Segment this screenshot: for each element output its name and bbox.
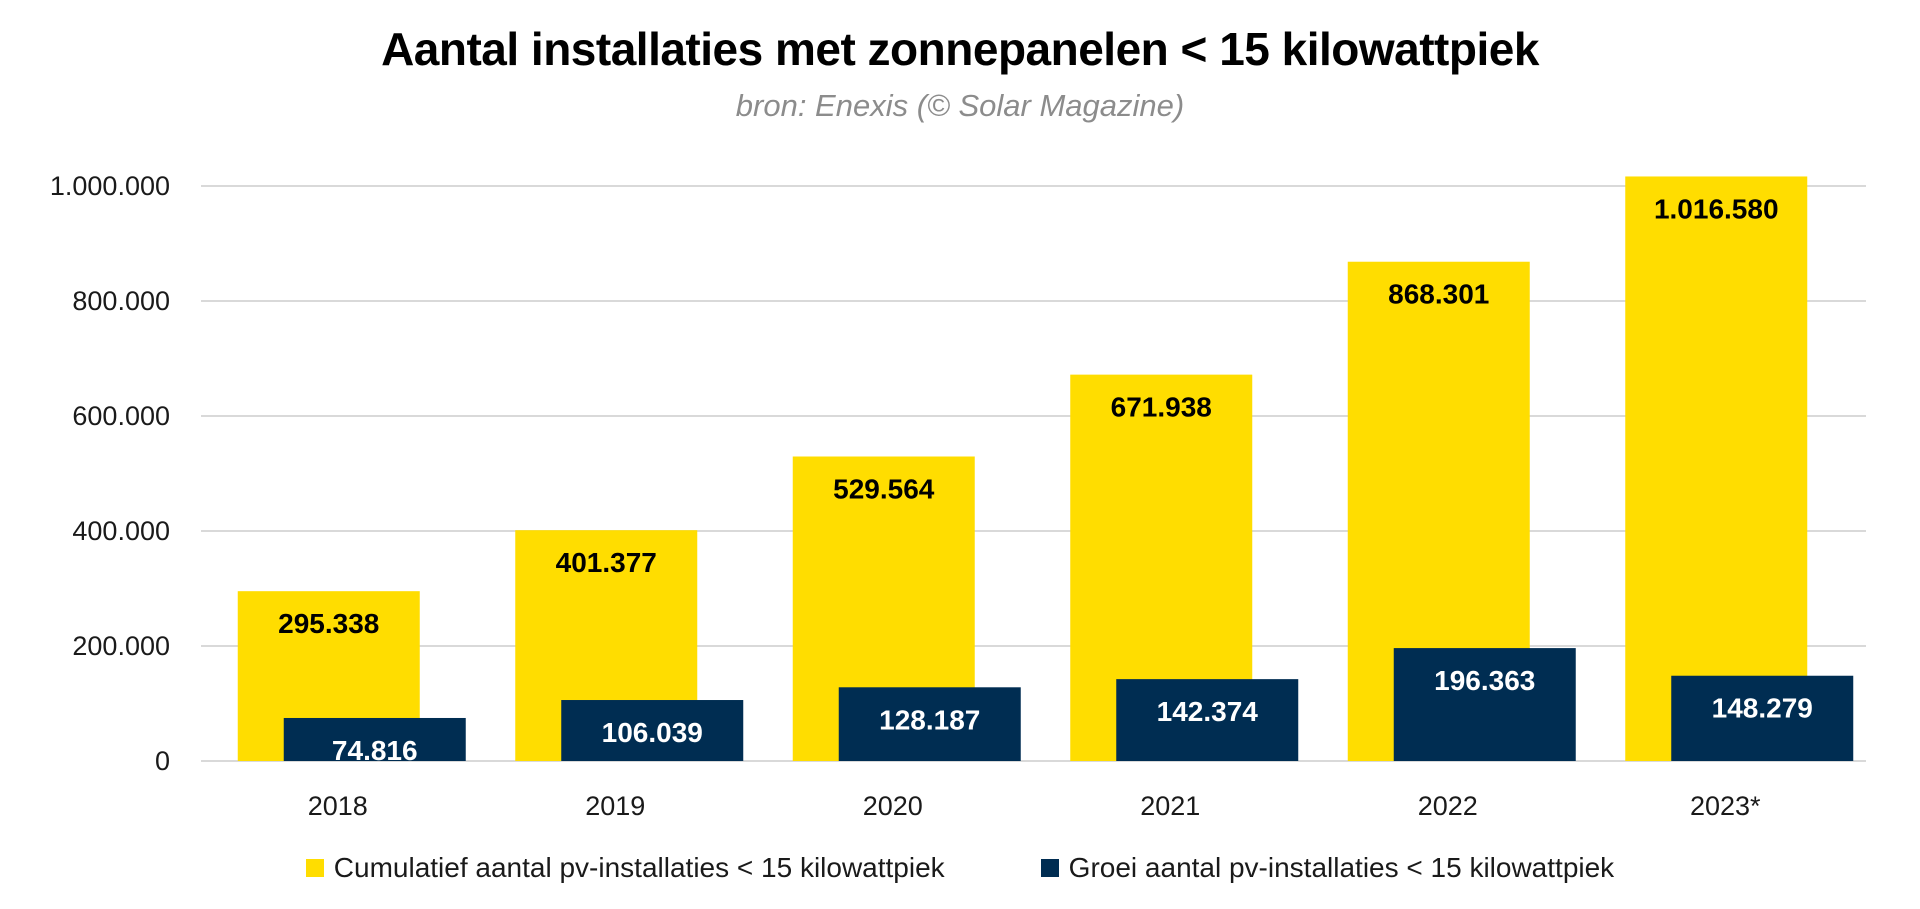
data-label-growth: 106.039 [602,717,703,748]
bar-growth [1671,675,1854,761]
legend-swatch-growth [1040,859,1059,877]
data-label-growth: 128.187 [879,704,980,735]
legend-item-cumulative: Cumulatief aantal pv-installaties < 15 k… [305,852,945,884]
bar-growth [838,687,1021,761]
data-label-cumulative: 671.938 [1111,392,1212,423]
data-label-growth: 74.816 [332,735,418,766]
legend-label-growth: Groei aantal pv-installaties < 15 kilowa… [1068,852,1615,883]
legend: Cumulatief aantal pv-installaties < 15 k… [0,852,1920,884]
x-tick-label: 2021 [1140,791,1200,821]
legend-label-cumulative: Cumulatief aantal pv-installaties < 15 k… [333,852,945,883]
y-tick-label: 1.000.000 [50,171,170,201]
data-label-cumulative: 868.301 [1388,279,1489,310]
x-tick-label: 2019 [585,791,645,821]
x-tick-label: 2018 [308,791,368,821]
data-label-cumulative: 295.338 [278,608,379,639]
bar-growth [561,700,744,761]
legend-item-growth: Groei aantal pv-installaties < 15 kilowa… [1040,852,1615,884]
x-tick-label: 2023* [1690,791,1761,821]
bar-growth [1116,679,1299,761]
x-tick-label: 2020 [863,791,923,821]
data-label-cumulative: 401.377 [556,547,657,578]
data-label-cumulative: 1.016.580 [1654,193,1779,224]
x-tick-label: 2022 [1418,791,1478,821]
y-tick-label: 0 [155,746,170,776]
bar-cumulative [1625,176,1808,762]
data-label-growth: 196.363 [1434,665,1535,696]
y-tick-label: 800.000 [72,286,170,316]
y-tick-label: 400.000 [72,516,170,546]
legend-swatch-cumulative [305,859,324,877]
y-tick-label: 200.000 [72,631,170,661]
data-label-cumulative: 529.564 [833,474,935,505]
bar-growth [1393,648,1576,761]
chart-title: Aantal installaties met zonnepanelen < 1… [381,23,1539,75]
bar-growth [283,717,466,761]
data-label-growth: 148.279 [1712,693,1813,724]
data-label-growth: 142.374 [1157,696,1259,727]
chart-subtitle: bron: Enexis (© Solar Magazine) [735,88,1185,123]
y-tick-label: 600.000 [72,401,170,431]
